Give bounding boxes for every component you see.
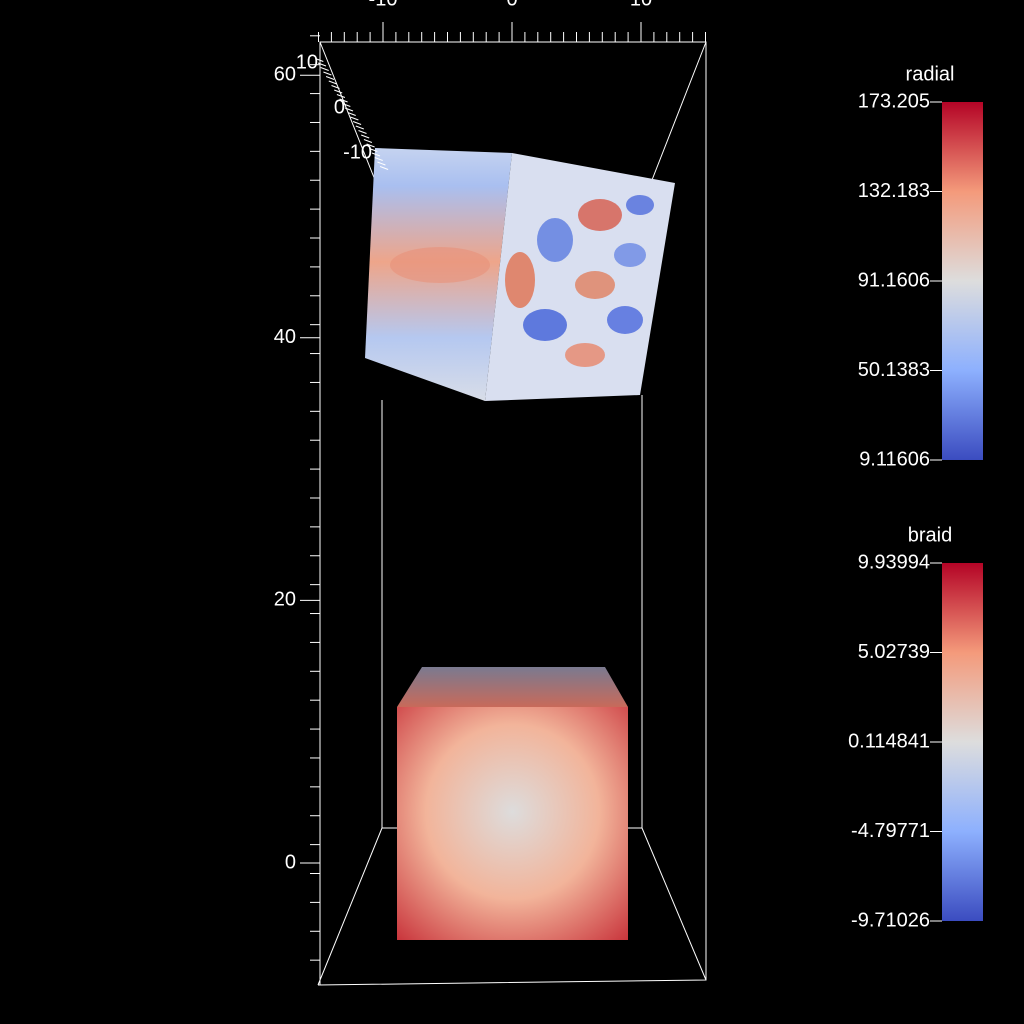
minor-tick	[331, 85, 340, 89]
minor-tick	[379, 166, 389, 170]
colorbar-label: 50.1383	[858, 359, 930, 381]
colorbar-label: 0.114841	[848, 730, 930, 752]
colorbar	[942, 102, 983, 460]
minor-tick	[325, 76, 335, 80]
colorbar-label: 91.1606	[858, 269, 930, 291]
minor-tick	[320, 67, 329, 71]
colorbar-title: braid	[908, 524, 952, 546]
z-tick-label: 20	[274, 589, 296, 611]
minor-tick	[347, 112, 356, 116]
minor-tick	[374, 157, 383, 161]
colorbar-label: -4.79771	[851, 820, 930, 842]
z-tick-label: 40	[274, 326, 296, 348]
colorbar-title: radial	[906, 63, 955, 85]
x-tick-label: 10	[630, 0, 652, 10]
depth-tick-label: 10	[296, 51, 318, 73]
minor-tick	[377, 161, 386, 166]
colorbar-label: 173.205	[858, 90, 930, 112]
radial-cube	[365, 148, 675, 401]
minor-tick	[363, 139, 373, 143]
minor-tick	[355, 125, 364, 130]
z-tick-label: 0	[285, 851, 296, 873]
colorbar-label: 5.02739	[858, 641, 930, 663]
minor-tick	[371, 152, 381, 157]
minor-tick	[369, 148, 378, 152]
minor-tick	[352, 121, 362, 125]
x-tick-label: 0	[506, 0, 517, 10]
minor-tick	[366, 143, 375, 148]
minor-tick	[328, 80, 337, 85]
axes: 60 40 20 0 -10 0 10 10 0 -10	[274, 0, 706, 961]
minor-tick	[339, 98, 348, 103]
minor-tick	[334, 89, 343, 94]
colorbar-label: -9.71026	[851, 909, 930, 931]
colorbar-label: 9.93994	[858, 551, 930, 573]
colorbar-label: 9.11606	[859, 448, 930, 470]
minor-tick	[336, 94, 346, 98]
minor-tick	[361, 134, 370, 139]
braid-cube	[397, 667, 628, 940]
minor-tick	[323, 71, 332, 76]
depth-tick-label: -10	[343, 141, 372, 163]
minor-tick	[342, 103, 351, 107]
minor-tick	[350, 116, 359, 121]
x-tick-label: -10	[369, 0, 398, 10]
colorbars: radial 173.205 132.183 91.1606 50.1383 9.1160…	[848, 63, 983, 931]
depth-tick-label: 0	[334, 96, 345, 118]
minor-tick	[358, 130, 367, 134]
colorbar-label: 132.183	[858, 180, 930, 202]
z-tick-label: 60	[274, 63, 296, 85]
minor-tick	[317, 62, 327, 67]
minor-tick	[315, 58, 324, 62]
colorbar	[942, 563, 983, 921]
minor-tick	[344, 107, 354, 112]
